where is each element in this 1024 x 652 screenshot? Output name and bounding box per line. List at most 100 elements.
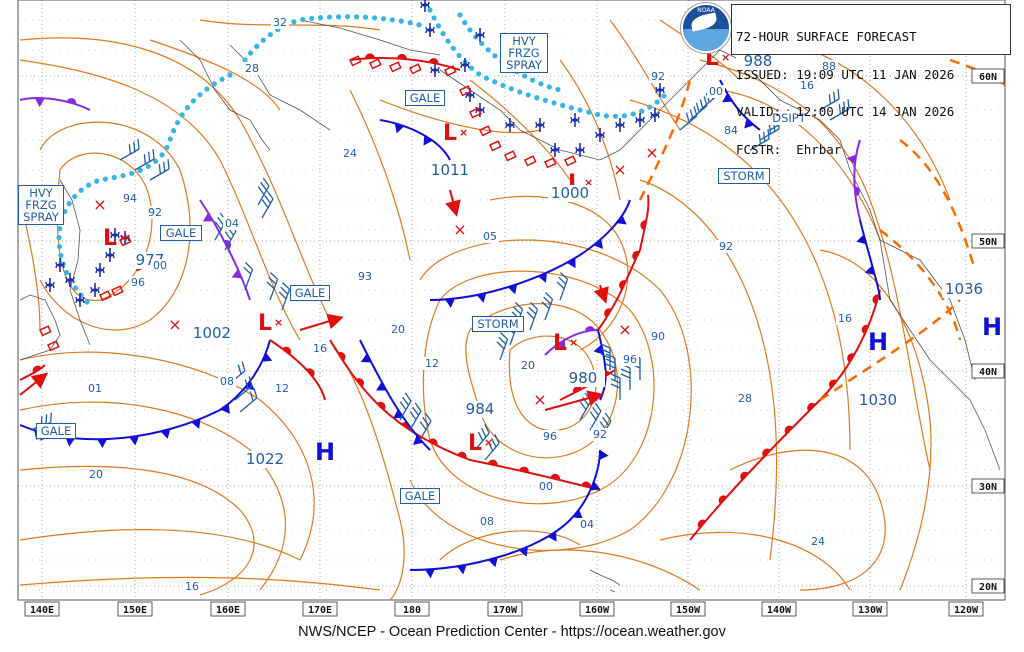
ice-edge-dot <box>326 14 333 20</box>
warning-label: GALE <box>405 90 445 106</box>
low-pressure-icon: L ××980 <box>553 320 632 387</box>
ice-edge-dot <box>85 182 92 188</box>
movement-arrow <box>19 372 49 396</box>
warning-label: STORM <box>718 168 770 184</box>
ice-accretion-mark <box>349 55 362 67</box>
isobar-label: 04 <box>225 217 239 230</box>
svg-text:×: × <box>459 126 468 139</box>
ice-edge-dot <box>621 113 627 119</box>
wind-barb-icon <box>819 89 840 111</box>
ice-edge-dot <box>483 75 490 81</box>
cold-front <box>379 119 451 161</box>
svg-text:×: × <box>93 195 106 214</box>
ice-edge-dot <box>267 31 273 38</box>
ice-edge-dot <box>661 93 667 99</box>
ice-edge-dot <box>335 14 342 20</box>
freezing-spray-icon <box>535 118 545 132</box>
ice-edge-dot <box>137 167 143 173</box>
isobar-label: 00 <box>539 480 553 493</box>
ice-edge-dot <box>457 12 463 18</box>
ice-edge-dot <box>380 16 387 22</box>
isobar-label: 00 <box>153 259 167 272</box>
ice-edge-dot <box>63 269 70 276</box>
cold-front <box>429 199 631 308</box>
ice-edge-dot <box>78 187 84 193</box>
isobar-label: 08 <box>220 375 234 388</box>
ice-edge-dot <box>525 92 531 98</box>
svg-text:L: L <box>103 226 117 251</box>
ice-edge-dot <box>94 178 100 184</box>
isobar <box>465 303 619 459</box>
ice-edge-dot <box>66 201 72 207</box>
isobar <box>349 89 411 261</box>
movement-arrow <box>593 284 609 304</box>
isobar-label: 16 <box>313 342 327 355</box>
wind-barb-icon <box>261 190 274 219</box>
freezing-spray-icon <box>90 283 100 297</box>
ice-edge-dot <box>197 92 203 98</box>
lon-label: 170W <box>493 605 518 616</box>
lon-label: 160E <box>216 605 240 616</box>
ice-edge-dot <box>534 95 540 101</box>
low-pressure-icon: L ×× 1002 <box>168 311 283 342</box>
freezing-spray-icon <box>650 108 660 122</box>
isobar <box>199 19 381 31</box>
isobar <box>149 39 281 111</box>
ice-accretion-mark <box>489 140 502 152</box>
ice-edge-dot <box>102 176 108 182</box>
trough-line <box>819 299 961 402</box>
header-forecaster: FCSTR: Ehrbar <box>736 141 842 157</box>
isobar-label: 24 <box>343 147 357 160</box>
lat-lon-grid <box>17 0 1006 601</box>
footer-credit[interactable]: NWS/NCEP - Ocean Prediction Center - htt… <box>298 624 726 640</box>
ice-edge-dot <box>416 22 422 28</box>
ice-edge-dot <box>546 84 552 90</box>
ice-edge-dot <box>353 14 360 20</box>
ice-edge-dot <box>344 14 351 20</box>
wind-barb-icon <box>399 392 412 421</box>
svg-text:×: × <box>645 143 658 162</box>
occluded-front <box>544 326 599 356</box>
ice-edge-dot <box>170 128 177 134</box>
freezing-spray-icon <box>55 258 65 272</box>
lon-label: 140W <box>767 605 792 616</box>
ice-edge-dot <box>260 37 266 43</box>
ice-edge-dot <box>254 43 260 49</box>
isobar-label: 12 <box>275 382 289 395</box>
isobar-label: 96 <box>131 276 145 289</box>
ice-edge-dot <box>129 170 135 176</box>
movement-arrow <box>299 313 344 331</box>
ice-edge-dot <box>427 7 433 13</box>
freezing-spray-icon <box>655 83 665 97</box>
ice-edge-dot <box>153 158 159 164</box>
freezing-spray-icon <box>550 143 560 157</box>
ice-accretion-mark <box>444 65 457 77</box>
ice-edge-dot <box>542 97 548 103</box>
ice-edge-dot <box>57 226 63 232</box>
wind-barb-icon <box>239 388 258 413</box>
ice-edge-dot <box>538 81 544 87</box>
isobar-label: 20 <box>89 468 103 481</box>
freezing-spray-icon <box>105 248 115 262</box>
ice-accretion-mark <box>524 155 537 167</box>
warning-label: GALE <box>290 285 330 301</box>
freezing-spray-icon <box>570 113 580 127</box>
ice-edge-dot <box>479 40 485 47</box>
isobar-label: 16 <box>185 580 199 593</box>
pressure-value: 980 <box>569 369 598 387</box>
pressure-value: 1011 <box>431 161 469 179</box>
isobar-label: 92 <box>148 206 162 219</box>
header-valid: VALID: 12:00 UTC 14 JAN 2026 <box>736 104 955 119</box>
ice-edge-dot <box>164 144 170 150</box>
lon-label: 120W <box>954 605 979 616</box>
isobar <box>409 239 692 551</box>
ice-edge-dot <box>612 113 618 119</box>
isobar-label: 96 <box>543 430 557 443</box>
ice-edge-dot <box>184 105 191 111</box>
high-pressure-icon: H 1030 <box>856 328 900 409</box>
ice-edge-dot <box>508 86 514 92</box>
isobar <box>329 339 405 601</box>
svg-text:L: L <box>468 431 482 456</box>
svg-text:×: × <box>533 390 546 409</box>
ice-edge-dot <box>456 52 462 58</box>
